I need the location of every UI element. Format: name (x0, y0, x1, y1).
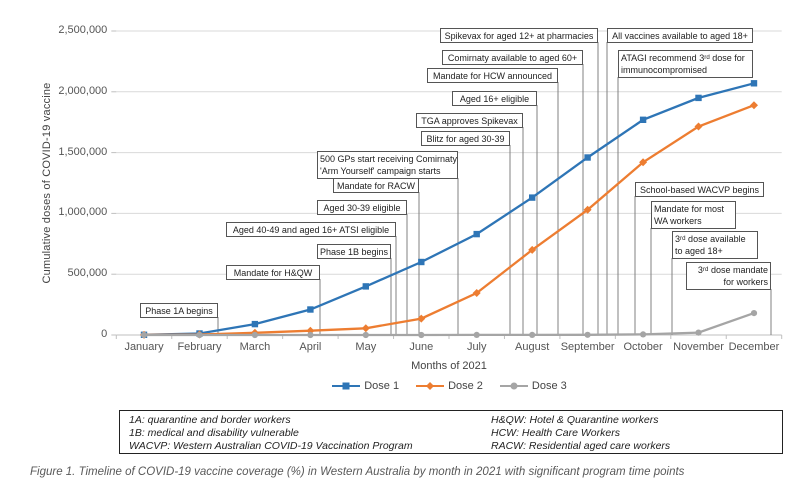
annotation-box: 3ʳᵈ dose mandate for workers (686, 262, 771, 290)
annotation-box: All vaccines available to aged 18+ (607, 28, 753, 43)
abbreviation-entry: 1B: medical and disability vulnerable (129, 427, 299, 439)
abbreviation-entry: 1A: quarantine and border workers (129, 414, 291, 426)
legend-item: Dose 3 (499, 380, 567, 392)
legend-label: Dose 3 (531, 380, 567, 392)
abbreviation-entry: HCW: Health Care Workers (491, 427, 620, 439)
legend-label: Dose 2 (448, 380, 483, 392)
x-axis-title: Months of 2021 (411, 360, 487, 372)
x-tick-label: November (673, 341, 724, 353)
annotation-box: Spikevax for aged 12+ at pharmacies (440, 28, 598, 43)
abbreviation-entry: H&QW: Hotel & Quarantine workers (491, 414, 659, 426)
legend-marker-icon (499, 382, 528, 390)
abbreviation-key-box: 1A: quarantine and border workers 1B: me… (119, 410, 783, 454)
chart-legend: Dose 1 Dose 2 Dose 3 (116, 380, 782, 392)
y-tick-label: 1,500,000 (58, 145, 108, 158)
annotation-box: 500 GPs start receiving Comirnaty 'Arm Yo… (317, 151, 458, 179)
legend-label: Dose 1 (364, 380, 400, 392)
legend-item: Dose 1 (331, 380, 399, 392)
annotation-layer: Phase 1A begins Mandate for H&QW Phase 1B … (140, 28, 771, 318)
annotation-box: Aged 30-39 eligible (317, 200, 407, 215)
annotation-box: Mandate for most WA workers (651, 201, 736, 229)
annotation-box: Blitz for aged 30-39 (421, 131, 510, 146)
annotation-box: TGA approves Spikevax (416, 113, 523, 128)
x-tick-label: December (728, 341, 780, 353)
x-tick-label: August (515, 341, 550, 353)
annotation-box: Comirnaty available to aged 60+ (442, 50, 583, 65)
figure-caption: Figure 1. Timeline of COVID-19 vaccine c… (30, 466, 685, 478)
x-tick-label: February (177, 341, 222, 353)
abbreviation-entry: WACVP: Western Australian COVID-19 Vacci… (129, 440, 413, 452)
chart-plot-area (111, 30, 783, 339)
x-tick-label: July (466, 341, 487, 353)
annotation-box: Phase 1A begins (140, 303, 218, 318)
y-tick-label: 2,000,000 (58, 84, 108, 97)
annotation-box: School-based WACVP begins (635, 182, 764, 197)
y-tick-label: 0 (101, 328, 108, 340)
annotation-box: Mandate for H&QW (226, 265, 320, 280)
x-tick-label: September (560, 341, 615, 353)
x-tick-label: October (623, 341, 663, 353)
annotation-box: Mandate for RACW (333, 178, 419, 193)
annotation-box: Mandate for HCW announced (427, 68, 558, 83)
annotation-box: Aged 16+ eligible (452, 91, 537, 106)
x-tick-label: January (124, 341, 164, 353)
legend-item: Dose 2 (415, 380, 483, 392)
annotation-box: Aged 40-49 and aged 16+ ATSI eligible (226, 222, 396, 237)
x-tick-label: May (355, 341, 377, 353)
annotation-box: ATAGI recommend 3ʳᵈ dose for immunocompro… (618, 50, 753, 78)
x-tick-label: March (239, 341, 271, 353)
legend-marker-icon (416, 382, 445, 390)
y-tick-label: 1,000,000 (58, 206, 108, 219)
abbreviation-key-left-column: 1A: quarantine and border workers 1B: me… (129, 414, 413, 453)
y-tick-label: 2,500,000 (58, 24, 108, 36)
x-tick-label: April (299, 341, 322, 353)
annotation-box: 3ʳᵈ dose available to aged 18+ (672, 231, 758, 259)
y-tick-label: 500,000 (67, 267, 108, 280)
abbreviation-key-right-column: H&QW: Hotel & Quarantine workers HCW: He… (491, 414, 670, 453)
abbreviation-entry: RACW: Residential aged care workers (491, 440, 671, 452)
x-tick-label: June (409, 341, 434, 353)
legend-marker-icon (332, 382, 361, 390)
annotation-box: Phase 1B begins (317, 244, 391, 259)
